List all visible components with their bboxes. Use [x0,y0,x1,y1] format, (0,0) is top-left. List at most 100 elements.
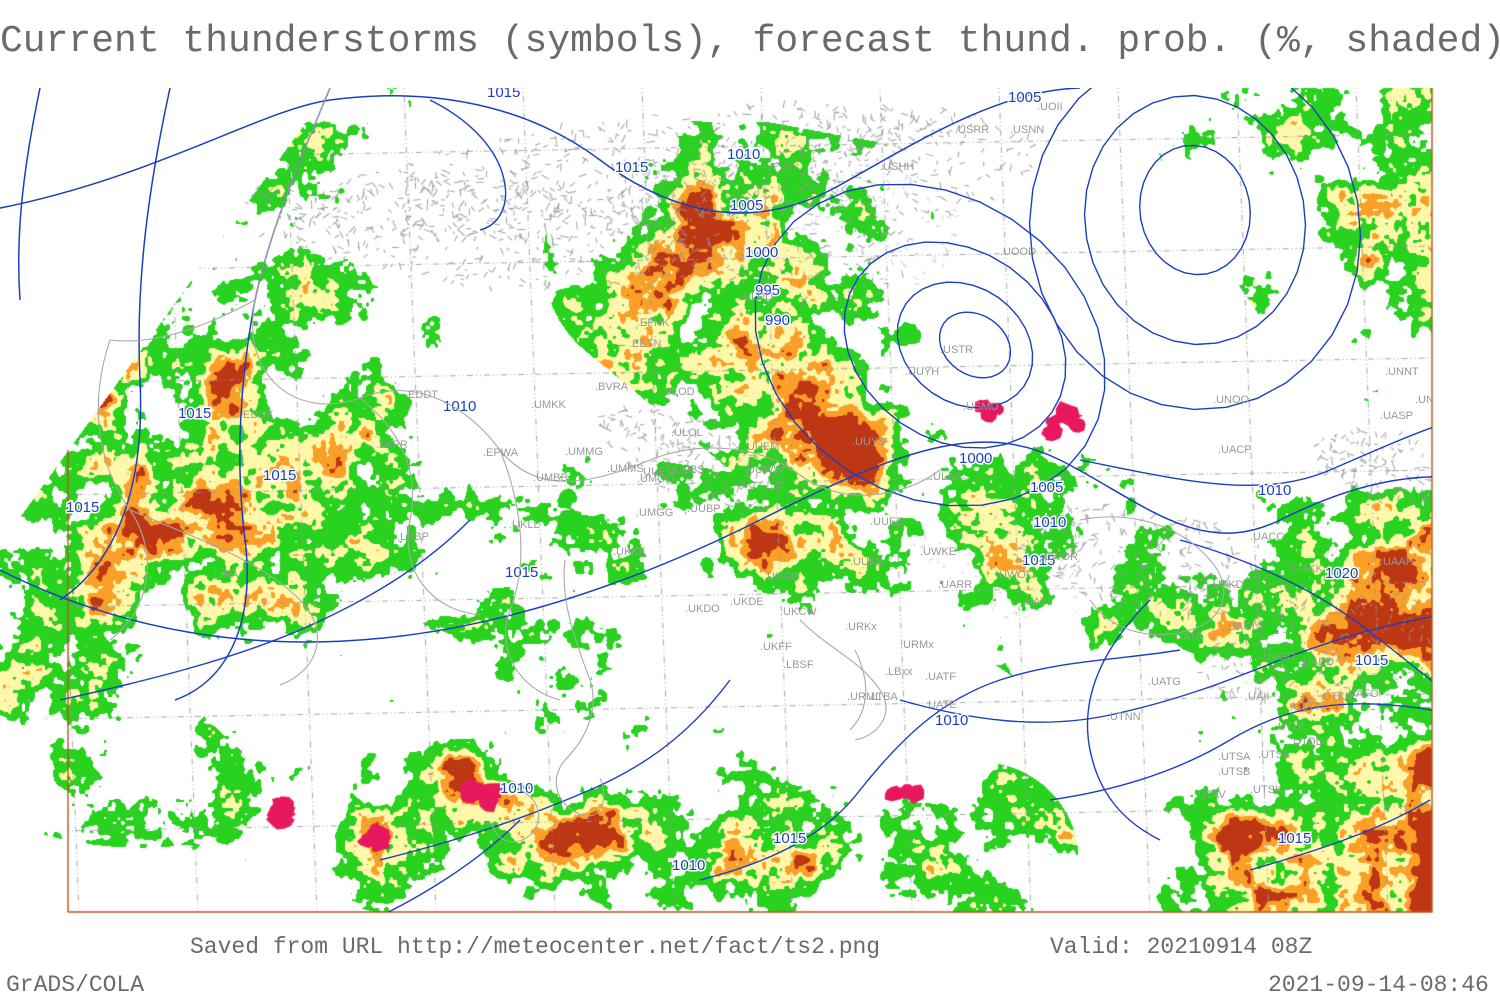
svg-text:.UMKK: .UMKK [531,399,567,411]
svg-text:.UOII: .UOII [1037,101,1063,113]
svg-text:.UTTT: .UTTT [1290,701,1321,713]
svg-text:.EDDT: .EDDT [405,389,438,401]
svg-text:.UAGO: .UAGO [1260,651,1296,663]
svg-text:.URMx: .URMx [900,639,934,651]
svg-text:.UACP: .UACP [1218,444,1252,456]
svg-text:.UUEE: .UUEE [870,516,904,528]
svg-text:.UAAH: .UAAH [1380,556,1414,568]
svg-text:.UMMG: .UMMG [565,446,603,458]
svg-text:.UTSB: .UTSB [1218,766,1250,778]
svg-text:1005: 1005 [730,197,763,214]
svg-text:1015: 1015 [66,499,99,516]
svg-text:.EPWA: .EPWA [483,447,519,459]
svg-text:.UTSS: .UTSS [1258,749,1290,761]
svg-text:.UNOO: .UNOO [1213,394,1250,406]
svg-text:1010: 1010 [727,146,760,163]
svg-text:.UOOD: .UOOD [1000,246,1036,258]
svg-text:.UAII: .UAII [1245,691,1269,703]
svg-text:1015: 1015 [178,405,211,422]
svg-text:1015: 1015 [487,84,520,101]
svg-text:.UTAV: .UTAV [1195,789,1226,801]
svg-text:.LIRA: .LIRA [211,569,239,581]
svg-text:.USNN: .USNN [1010,124,1044,136]
svg-text:.EDDK: .EDDK [240,409,274,421]
svg-text:.UUEM: .UUEM [640,466,675,478]
svg-text:.UNBB: .UNBB [1415,394,1449,406]
svg-text:1010: 1010 [935,712,968,729]
svg-text:.UKDO: .UKDO [685,603,720,615]
svg-text:.UTDL: .UTDL [1275,721,1307,733]
svg-text:.UAKK: .UAKK [1290,563,1324,575]
svg-text:.LHBP: .LHBP [397,531,429,543]
svg-text:.LKPR: .LKPR [376,439,408,451]
svg-text:1015: 1015 [615,159,648,176]
svg-text:.UTNN: .UTNN [1107,711,1141,723]
svg-text:.UUYH: .UUYH [905,366,939,378]
svg-text:.ULAA: .ULAA [930,471,962,483]
svg-text:1010: 1010 [443,398,476,415]
svg-text:.UKCW: .UKCW [780,606,817,618]
svg-text:.UATA: .UATA [1172,631,1203,643]
svg-text:.UATF: .UATF [925,671,956,683]
svg-text:.UUWW: .UUWW [744,464,784,476]
svg-text:.UADD: .UADD [1300,656,1334,668]
svg-text:.URKx: .URKx [845,621,877,633]
svg-text:.EETN: .EETN [629,338,661,350]
svg-text:.USRK: .USRK [960,79,994,91]
svg-text:.UATG: .UATG [1148,676,1181,688]
svg-text:.UARR: .UARR [938,579,972,591]
svg-text:1005: 1005 [1030,479,1063,496]
svg-text:.UUKS: .UUKS [850,556,884,568]
svg-text:.EFHK: .EFHK [637,317,670,329]
svg-text:.BVRA: .BVRA [595,381,629,393]
svg-text:1015: 1015 [1355,652,1388,669]
svg-text:.UATE: .UATE [925,699,957,711]
svg-text:.UNNT: .UNNT [1385,366,1419,378]
svg-text:.UWOR: .UWOR [1040,551,1078,563]
svg-text:.USRR: .USRR [955,124,989,136]
svg-text:1010: 1010 [1033,514,1066,531]
svg-text:.UUBP: .UUBP [687,503,721,515]
svg-text:1010: 1010 [1258,482,1291,499]
svg-text:.USNR: .USNR [1012,76,1046,88]
svg-text:.UWOO: .UWOO [996,569,1035,581]
svg-text:.LTBA: .LTBA [868,691,898,703]
svg-text:.UAOL: .UAOL [1225,621,1258,633]
svg-text:.UKKK: .UKKK [613,546,647,558]
svg-text:1015: 1015 [263,467,296,484]
svg-text:.LBSF: .LBSF [783,659,814,671]
svg-text:1010: 1010 [672,857,705,874]
svg-text:990: 990 [765,312,790,329]
svg-text:1015: 1015 [773,830,806,847]
svg-text:1010: 1010 [500,780,533,797]
svg-text:.UUEM: .UUEM [744,441,779,453]
svg-text:.UKLL: .UKLL [509,519,540,531]
svg-text:.UMBB: .UMBB [533,472,568,484]
svg-text:.UTSK: .UTSK [1250,784,1283,796]
svg-text:.UTDD: .UTDD [1290,736,1324,748]
svg-text:.UKFF: .UKFF [760,641,792,653]
svg-text:.UUYS: .UUYS [852,436,886,448]
svg-text:.UASP: .UASP [1380,410,1413,422]
svg-text:.UACC: .UACC [1250,531,1284,543]
svg-text:.USHH: .USHH [880,161,914,173]
svg-text:1020: 1020 [1325,565,1358,582]
svg-text:.USTR: .USTR [940,344,973,356]
svg-text:.UUBS: .UUBS [671,464,705,476]
svg-text:.ULDD: .ULDD [740,291,773,303]
svg-text:.UWKE: .UWKE [920,546,956,558]
svg-text:.LBxx: .LBxx [885,666,913,678]
svg-text:.UATT: .UATT [1022,596,1053,608]
svg-text:1000: 1000 [959,450,992,467]
svg-text:.UTSA: .UTSA [1218,751,1251,763]
svg-text:.ULOD: .ULOD [661,386,695,398]
svg-text:.UMGG: .UMGG [636,507,673,519]
svg-text:.UAKD: .UAKD [1210,579,1244,591]
svg-text:.UUGB: .UUGB [764,571,799,583]
svg-text:1000: 1000 [745,244,778,261]
svg-text:.ULOL: .ULOL [671,427,703,439]
svg-text:.UKDE: .UKDE [730,596,764,608]
svg-text:.UAFO: .UAFO [1345,688,1379,700]
svg-text:1015: 1015 [1278,830,1311,847]
svg-text:1015: 1015 [505,564,538,581]
